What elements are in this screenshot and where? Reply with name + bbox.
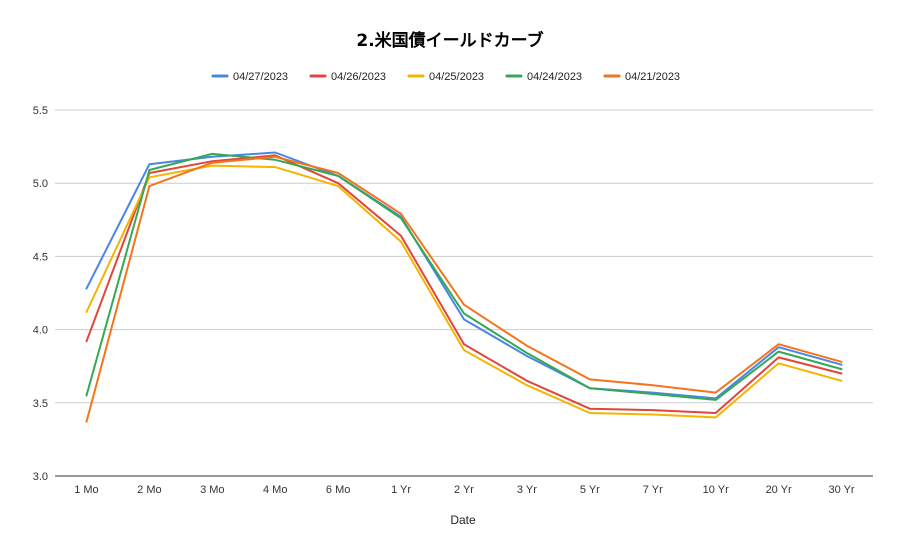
- x-tick-label: 10 Yr: [703, 484, 729, 496]
- chart-title: 2.米国債イールドカーブ: [356, 30, 543, 51]
- series-lines: [85, 151, 843, 423]
- x-tick-label: 2 Mo: [137, 484, 161, 496]
- x-tick-label: 3 Mo: [200, 484, 224, 496]
- x-axis-ticks: 1 Mo 2 Mo 3 Mo 4 Mo 6 Mo 1 Yr 2 Yr 3 Yr 5 Yr 7 Yr…: [74, 484, 855, 496]
- x-tick-label: 2 Yr: [454, 484, 474, 496]
- x-tick-label: 6 Mo: [326, 484, 350, 496]
- x-tick-label: 3 Yr: [517, 484, 537, 496]
- x-tick-label: 4 Mo: [263, 484, 287, 496]
- x-tick-label: 30 Yr: [828, 484, 854, 496]
- x-tick-label: 1 Mo: [74, 484, 98, 496]
- y-tick-label: 3.0: [33, 471, 48, 483]
- legend-label: 04/25/2023: [429, 71, 484, 83]
- legend-label: 04/26/2023: [331, 71, 386, 83]
- x-tick-label: 1 Yr: [391, 484, 411, 496]
- series-line: [85, 164, 843, 419]
- y-tick-label: 5.5: [33, 105, 48, 117]
- series-line: [85, 152, 843, 401]
- legend-label: 04/27/2023: [233, 71, 288, 83]
- x-tick-label: 7 Yr: [643, 484, 663, 496]
- legend-label: 04/24/2023: [527, 71, 582, 83]
- y-tick-label: 5.0: [33, 178, 48, 190]
- gridlines: [55, 109, 873, 477]
- series-line: [85, 154, 843, 414]
- legend-label: 04/21/2023: [625, 71, 680, 83]
- y-tick-label: 3.5: [33, 398, 48, 410]
- x-tick-label: 5 Yr: [580, 484, 600, 496]
- y-tick-label: 4.5: [33, 251, 48, 263]
- series-line: [85, 155, 843, 423]
- legend: 04/27/2023 04/26/2023 04/25/2023 04/24/2023…: [211, 71, 680, 83]
- x-axis-title: Date: [450, 513, 476, 527]
- series-line: [85, 151, 843, 400]
- y-axis-ticks: 3.0 3.5 4.0 4.5 5.0 5.5: [33, 105, 48, 483]
- x-tick-label: 20 Yr: [766, 484, 792, 496]
- y-tick-label: 4.0: [33, 325, 48, 337]
